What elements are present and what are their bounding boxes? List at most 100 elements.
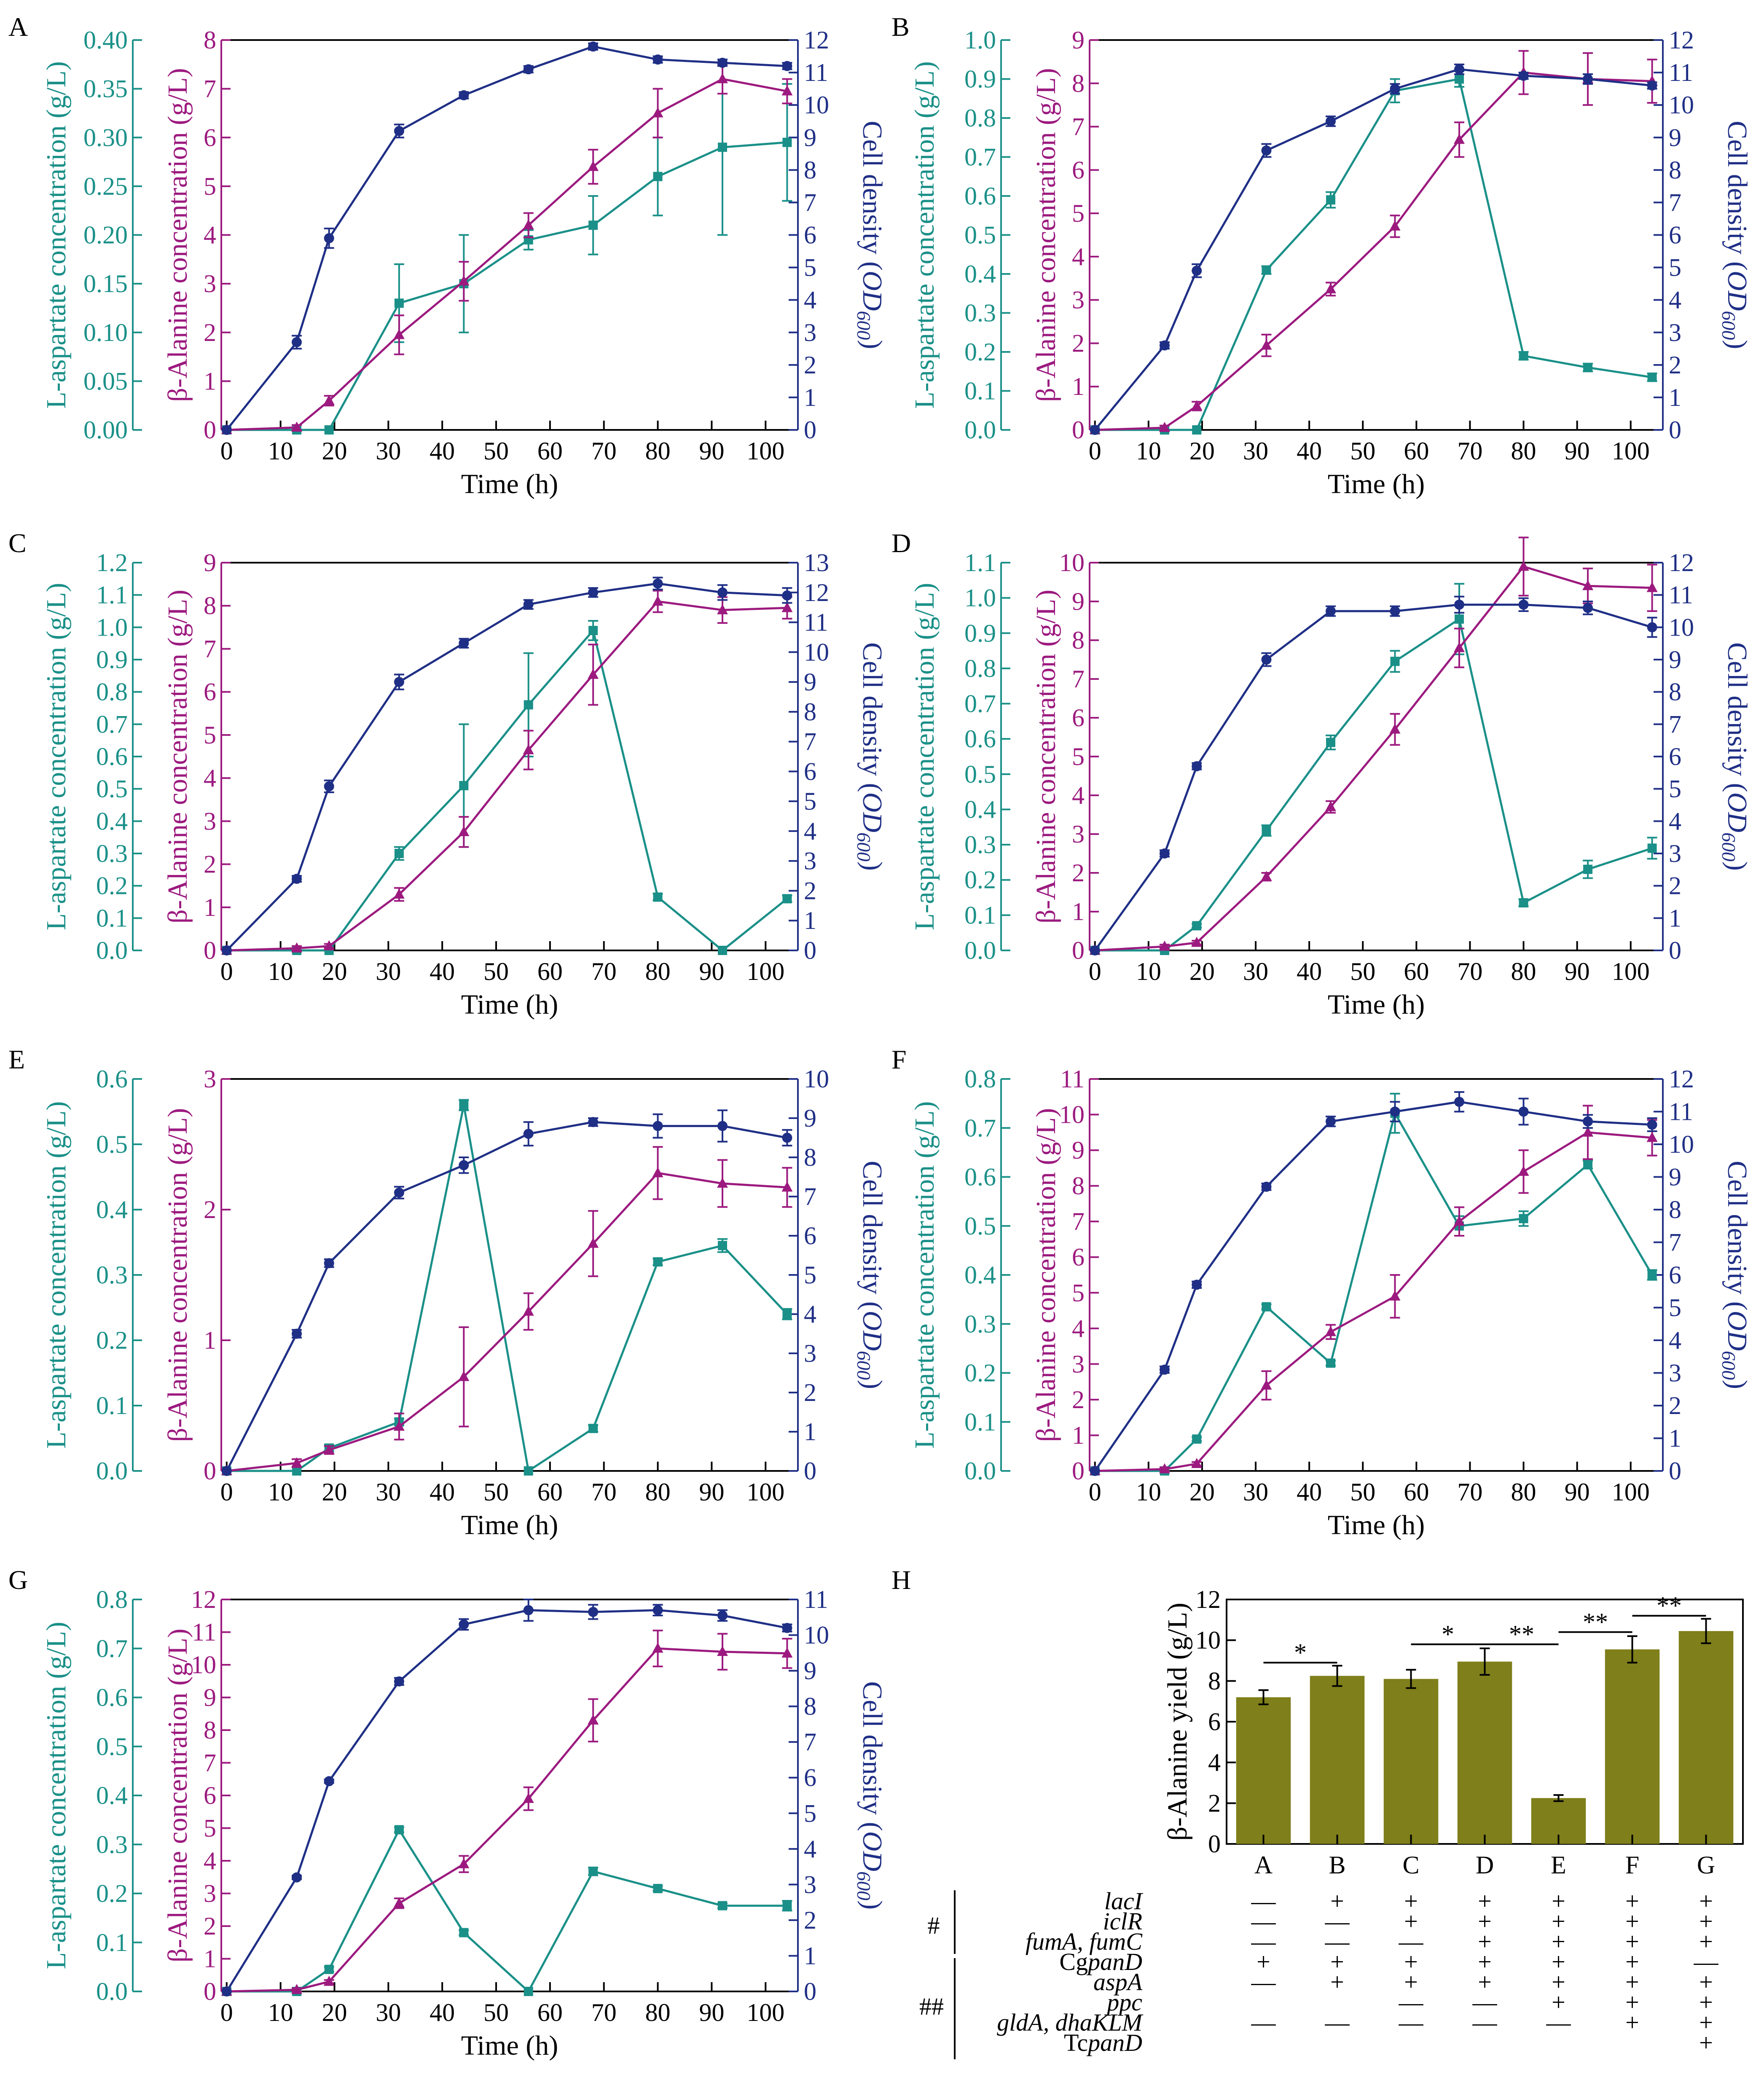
- od-data-point: [324, 1776, 334, 1787]
- x-tick-label: 0: [220, 958, 233, 985]
- asp-tick-label: 0.1: [964, 901, 996, 929]
- od-title-close: ): [1722, 861, 1753, 871]
- od-title-main: Cell density (: [857, 1161, 888, 1311]
- x-tick-label: 80: [645, 1478, 671, 1506]
- x-tick-label: 20: [1189, 1478, 1215, 1506]
- x-tick-label: 0: [1089, 958, 1101, 985]
- ala-tick-label: 6: [204, 678, 216, 706]
- x-tick-label: 90: [699, 437, 724, 465]
- gene-name: lacI: [1104, 1887, 1144, 1915]
- x-axis-title: Time (h): [461, 1510, 558, 1540]
- od-axis-title: Cell density (OD600): [1718, 1161, 1753, 1389]
- ala-axis-title: β-Alanine concentration (g/L): [1031, 68, 1061, 402]
- od-title-close: ): [1722, 1380, 1753, 1389]
- asp-tick-label: 0.9: [964, 65, 996, 93]
- od-tick-label: 3: [804, 1339, 816, 1367]
- asp-tick-label: 0.3: [96, 1261, 128, 1289]
- ala-data-point: [652, 596, 663, 606]
- genotype-mark: +: [1699, 2029, 1713, 2056]
- ala-tick-label: 8: [204, 1716, 216, 1744]
- od-tick-label: 4: [804, 1300, 816, 1328]
- ala-data-point: [717, 1178, 728, 1188]
- gene-name: aspA: [1093, 1968, 1143, 1996]
- asp-data-point: [782, 1309, 792, 1319]
- asp-tick-label: 0.4: [96, 1782, 128, 1809]
- od-data-point: [1390, 606, 1400, 616]
- x-tick-label: 0: [220, 1478, 233, 1506]
- od-axis-title: Cell density (OD600): [853, 1161, 888, 1389]
- asp-tick-label: 0.6: [96, 1065, 128, 1093]
- asp-data-point: [588, 220, 598, 230]
- genotype-mark: +: [1699, 1968, 1713, 1996]
- asp-data-point: [1262, 265, 1271, 275]
- od-data-point: [652, 54, 663, 65]
- ala-data-point: [1325, 1326, 1336, 1336]
- x-tick-label: 30: [1243, 958, 1268, 985]
- asp-tick-label: 0.1: [96, 1929, 128, 1956]
- x-tick-label: 50: [483, 1999, 509, 2026]
- od-tick-label: 4: [1669, 807, 1681, 835]
- od-axis-title: Cell density (OD600): [853, 1681, 888, 1910]
- od-data-point: [523, 1129, 534, 1139]
- od-tick-label: 9: [1669, 123, 1681, 151]
- x-tick-label: 10: [1136, 1478, 1161, 1506]
- genotype-mark: +: [1404, 1887, 1418, 1915]
- asp-data-point: [782, 894, 792, 904]
- x-tick-label: 70: [591, 437, 617, 465]
- od-data-point: [221, 1466, 232, 1476]
- genotype-mark: +: [1404, 1968, 1418, 1996]
- ala-tick-label: 4: [1072, 1315, 1085, 1342]
- od-data-point: [291, 1872, 302, 1883]
- od-tick-label: 0: [1669, 1457, 1681, 1485]
- ala-tick-label: 10: [191, 1651, 216, 1679]
- asp-data-point: [1455, 614, 1464, 624]
- genotype-mark: +: [1330, 1887, 1344, 1915]
- ala-tick-label: 3: [1072, 820, 1085, 848]
- x-tick-label: 90: [1565, 1478, 1590, 1506]
- od-tick-label: 10: [1669, 1130, 1694, 1158]
- asp-series-line: [1095, 1110, 1653, 1472]
- asp-data-point: [1583, 864, 1593, 874]
- od-tick-label: 10: [804, 1621, 829, 1649]
- asp-tick-label: 0.15: [83, 270, 128, 298]
- genotype-mark: —: [1472, 2009, 1498, 2036]
- asp-data-point: [653, 1257, 663, 1267]
- od-data-point: [717, 57, 728, 68]
- od-tick-label: 12: [1669, 26, 1694, 54]
- ala-tick-label: 11: [192, 1618, 216, 1646]
- od-tick-label: 3: [1669, 319, 1681, 346]
- x-tick-label: 50: [1350, 437, 1375, 465]
- asp-tick-label: 1.2: [96, 549, 128, 577]
- x-axis-title: Time (h): [1328, 1510, 1425, 1540]
- ala-tick-label: 9: [1072, 26, 1085, 54]
- od-data-point: [1090, 945, 1100, 955]
- od-data-point: [1159, 340, 1170, 351]
- x-tick-label: 50: [1350, 1478, 1375, 1506]
- y-tick-label: 4: [1208, 1749, 1221, 1776]
- od-tick-label: 1: [804, 384, 816, 411]
- genotype-mark: +: [1625, 1988, 1639, 2016]
- od-tick-label: 8: [804, 1693, 816, 1720]
- gene-name: panD: [1086, 1948, 1142, 1975]
- od-tick-label: 3: [1669, 840, 1681, 867]
- ala-series-line: [226, 1172, 787, 1472]
- asp-tick-label: 0.3: [964, 299, 996, 327]
- ala-data-point: [523, 219, 534, 230]
- od-tick-label: 9: [804, 1657, 816, 1685]
- ala-axis-title: β-Alanine concentration (g/L): [1031, 1108, 1061, 1442]
- asp-tick-label: 0.0: [964, 416, 996, 444]
- od-data-point: [394, 1187, 404, 1198]
- ala-tick-label: 1: [204, 1326, 216, 1354]
- ala-data-point: [588, 1714, 599, 1725]
- od-title-close: ): [857, 1900, 888, 1910]
- od-tick-label: 12: [1669, 549, 1694, 577]
- od-tick-label: 7: [1669, 188, 1681, 216]
- od-series-line: [226, 45, 787, 431]
- od-title-close: ): [1722, 340, 1753, 349]
- x-tick-label: 90: [699, 1478, 724, 1506]
- od-title-main: Cell density (: [1722, 121, 1753, 271]
- od-data-point: [1390, 1106, 1400, 1117]
- ala-tick-label: 2: [1072, 859, 1085, 887]
- ala-data-point: [323, 1444, 335, 1454]
